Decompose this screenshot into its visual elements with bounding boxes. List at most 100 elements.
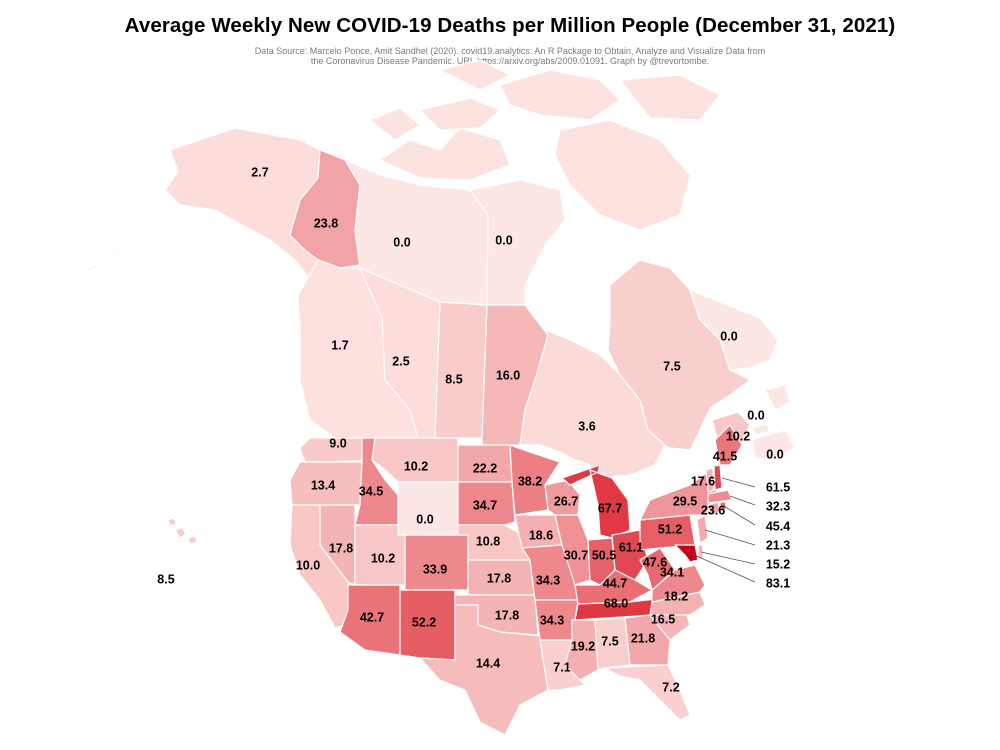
value-label-ri: 45.4 [766,519,790,533]
subtitle-line-1: Data Source: Marcelo Ponce, Amit Sandhel… [254,46,766,56]
value-label-ut: 10.2 [371,551,395,565]
region-RI [719,501,727,511]
value-label-wv: 47.6 [643,555,667,569]
value-label-wa: 9.0 [329,436,346,450]
value-label-la: 7.1 [553,660,570,674]
value-label-nc: 18.2 [664,589,688,603]
region-SD [457,481,516,526]
value-labels: 2.7 23.8 0.0 0.0 1.7 2.5 8.5 16.0 3.6 7.5 0.0 0.0 0.… [157,165,790,694]
value-label-ga: 21.8 [631,631,655,645]
value-label-me: 41.5 [713,449,737,463]
region-HI [167,517,198,545]
northern-regions [69,127,796,479]
region-MA [707,489,733,504]
region-NH [713,464,723,491]
value-label-ks: 17.8 [487,571,511,585]
region-NJ [696,514,709,544]
value-label-tn: 68.0 [604,596,628,610]
value-label-oh: 61.1 [619,540,643,554]
value-label-hi: 8.5 [157,572,174,586]
value-label-pa: 51.2 [658,522,682,536]
region-SK [434,301,488,439]
region-NL [689,289,791,411]
region-PE [751,423,771,435]
value-label-nl: 0.0 [720,329,737,343]
value-label-ca: 10.0 [296,558,320,572]
value-label-ar: 34.3 [540,613,564,627]
value-label-ns: 0.0 [766,447,783,461]
value-label-on: 3.6 [578,419,595,433]
value-label-co: 33.9 [423,562,447,576]
region-MD [674,544,699,563]
value-label-nu: 0.0 [495,233,512,247]
region-VT [705,467,715,493]
value-label-ct: 23.6 [701,503,725,517]
value-label-mn: 38.2 [518,474,542,488]
value-label-ny: 29.5 [673,494,697,508]
value-label-ma: 32.3 [766,499,790,513]
value-label-id: 34.5 [359,484,383,498]
value-label-wi: 26.7 [554,494,578,508]
value-label-nm: 52.2 [412,615,436,629]
value-label-nd: 22.2 [473,461,497,475]
region-WV [639,547,676,591]
value-label-yt: 23.8 [314,216,338,230]
region-NV [319,504,356,586]
value-label-ne: 10.8 [476,534,500,548]
region-DE [697,544,704,559]
value-label-qc: 7.5 [663,359,680,373]
value-label-mt: 10.2 [404,459,428,473]
value-label-vt: 17.6 [691,474,715,488]
value-label-ak: 2.7 [251,165,268,179]
leader-lines [691,477,756,583]
value-label-nv: 17.8 [329,541,353,555]
region-OH [611,529,649,581]
value-label-mb: 16.0 [496,368,520,382]
region-AK [69,127,321,291]
value-label-pe: 0.0 [747,408,764,422]
region-CT [707,501,721,515]
value-label-mo: 34.3 [536,573,560,587]
value-label-fl: 7.2 [662,680,679,694]
value-label-tx: 14.4 [476,656,500,670]
region-AZ [339,584,401,656]
region-ON [519,304,666,479]
value-label-nh: 61.5 [766,480,790,494]
value-label-wy: 0.0 [416,512,433,526]
value-label-il: 30.7 [564,548,588,562]
value-label-in: 50.5 [592,548,616,562]
value-label-ky: 44.7 [603,576,627,590]
region-ME [714,424,743,466]
value-label-ok: 17.8 [495,608,519,622]
value-label-ab: 2.5 [392,354,409,368]
arctic-islands [369,59,721,231]
value-label-sc: 16.5 [651,612,675,626]
region-GA [624,614,671,666]
value-label-or: 13.4 [311,478,335,492]
value-label-ia: 18.6 [529,528,553,542]
region-NS [751,429,796,461]
us-states [167,424,743,736]
value-label-de: 15.2 [766,557,790,571]
value-label-az: 42.7 [360,610,384,624]
map-subtitle: Data Source: Marcelo Ponce, Amit Sandhel… [0,46,1000,66]
region-AL [594,617,631,671]
map-title: Average Weekly New COVID-19 Deaths per M… [124,14,896,37]
region-TX [419,604,549,736]
subtitle-line-2: the Coronavirus Disease Pandemic. URL ht… [310,56,710,66]
value-label-nb: 10.2 [726,429,750,443]
value-label-nj: 21.3 [766,538,790,552]
value-label-md: 83.1 [766,576,790,590]
region-FL [604,664,691,721]
value-label-va: 34.1 [660,565,684,579]
region-WY [397,481,459,536]
value-label-ms: 19.2 [571,639,595,653]
value-label-bc: 1.7 [331,338,348,352]
region-NU [469,179,566,306]
value-label-al: 7.5 [601,634,618,648]
value-label-sk: 8.5 [445,372,462,386]
value-label-mi: 67.7 [598,501,622,515]
value-label-sd: 34.7 [473,498,497,512]
value-label-nt: 0.0 [393,235,410,249]
